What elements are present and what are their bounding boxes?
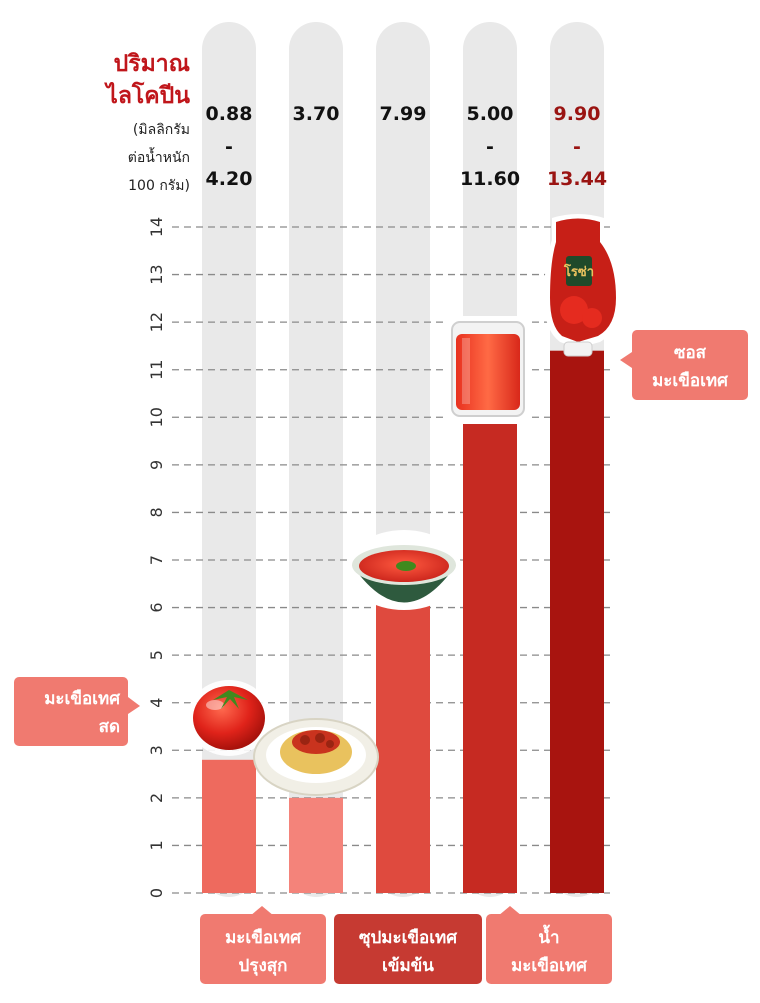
- y-tick-label: 1: [147, 840, 166, 850]
- unit-line3: 100 กรัม): [128, 178, 190, 194]
- bar-1: [202, 759, 256, 893]
- bar-3: [376, 598, 430, 893]
- bar-track: [202, 22, 256, 897]
- value-dash-5: -: [573, 136, 581, 158]
- bar-track: [289, 22, 343, 897]
- label-tomato-sauce: ซอส มะเขือเทศ: [620, 330, 748, 400]
- label-juice-line1: น้ำ: [538, 924, 559, 948]
- value-top-5: 9.90: [553, 103, 601, 125]
- label-cooked-line1: มะเขือเทศ: [225, 927, 302, 948]
- unit-line1: (มิลลิกรัม: [132, 122, 190, 138]
- y-tick-label: 9: [147, 460, 166, 470]
- label-fresh-line1: มะเขือเทศ: [44, 688, 121, 709]
- unit-line2: ต่อน้ำหนัก: [127, 150, 190, 166]
- label-tomato-soup: ซุปมะเขือเทศ เข้มข้น: [334, 914, 482, 984]
- value-bottom-1: 4.20: [205, 168, 253, 190]
- fresh-tomato-image: [187, 680, 271, 756]
- label-fresh-line2: สด: [99, 717, 120, 737]
- label-soup-line1: ซุปมะเขือเทศ: [359, 927, 458, 948]
- y-tick-label: 8: [147, 507, 166, 517]
- y-tick-label: 2: [147, 793, 166, 803]
- tomato-soup-bowl-image: [346, 530, 462, 610]
- bar-group: [202, 350, 604, 894]
- y-tick-label: 7: [147, 555, 166, 565]
- value-top-3: 7.99: [379, 103, 427, 125]
- tomato-juice-glass-image: [446, 316, 530, 424]
- sauce-brand-label: โรซ่า: [563, 263, 594, 280]
- label-tomato-juice: น้ำ มะเขือเทศ: [486, 906, 612, 984]
- spaghetti-plate-image: [253, 718, 379, 796]
- y-tick-label: 14: [147, 217, 166, 237]
- y-tick-label: 11: [147, 360, 166, 380]
- label-sauce-line2: มะเขือเทศ: [652, 370, 729, 391]
- label-juice-line2: มะเขือเทศ: [511, 955, 588, 976]
- value-bottom-5: 13.44: [546, 168, 608, 190]
- value-dash-1: -: [225, 136, 233, 158]
- y-tick-label: 0: [147, 888, 166, 898]
- y-tick-label: 3: [147, 745, 166, 755]
- bar-2: [289, 797, 343, 893]
- bar-4: [463, 407, 517, 893]
- y-tick-label: 4: [147, 698, 166, 708]
- y-tick-label: 6: [147, 602, 166, 612]
- y-tick-label: 13: [147, 264, 166, 284]
- value-bottom-4: 11.60: [459, 168, 521, 190]
- y-tick-label: 10: [147, 407, 166, 427]
- label-sauce-line1: ซอส: [674, 343, 707, 363]
- chart-title-line1: ปริมาณ: [113, 51, 190, 77]
- y-tick-label: 12: [147, 312, 166, 332]
- chart-title-line2: ไลโคปีน: [106, 83, 190, 109]
- value-dash-4: -: [486, 136, 494, 158]
- tomato-sauce-bottle-image: โรซ่า: [544, 214, 622, 357]
- label-soup-line2: เข้มข้น: [382, 956, 434, 976]
- value-top-4: 5.00: [466, 103, 514, 125]
- y-tick-label: 5: [147, 650, 166, 660]
- label-fresh-tomato: มะเขือเทศ สด: [14, 677, 140, 746]
- value-top-2: 3.70: [292, 103, 340, 125]
- bar-5: [550, 350, 604, 894]
- value-top-1: 0.88: [205, 103, 253, 125]
- label-cooked-line2: ปรุงสุก: [239, 956, 288, 976]
- label-cooked-tomato: มะเขือเทศ ปรุงสุก: [200, 906, 326, 984]
